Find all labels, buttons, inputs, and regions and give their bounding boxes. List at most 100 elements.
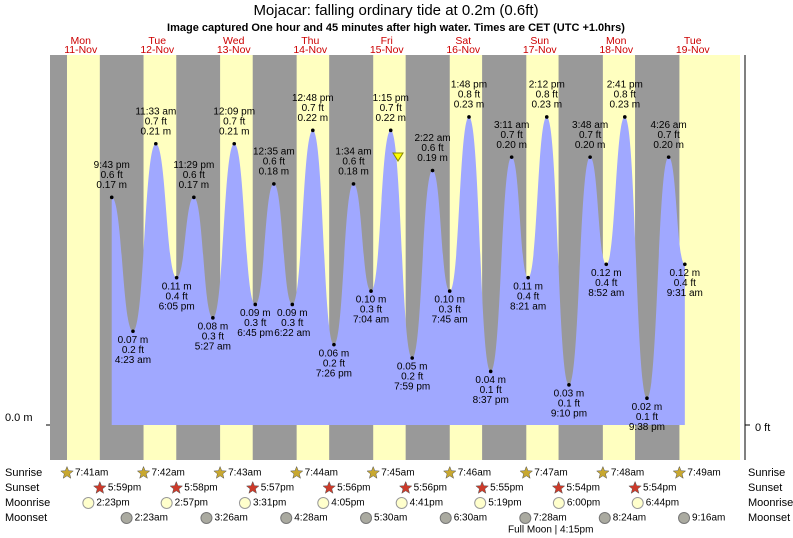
tide-point bbox=[604, 262, 609, 267]
tide-feet: 0.2 ft bbox=[323, 358, 345, 369]
tide-metres: 0.20 m bbox=[653, 140, 684, 151]
moon-icon bbox=[631, 497, 644, 509]
moonrise-time: 5:19pm bbox=[488, 498, 521, 509]
tide-time: 4:26 am bbox=[651, 120, 687, 131]
moon-icon bbox=[395, 497, 408, 509]
star-icon bbox=[366, 465, 381, 479]
tide-metres: 0.03 m bbox=[554, 388, 585, 399]
tide-metres: 0.22 m bbox=[375, 113, 406, 124]
tide-point bbox=[488, 369, 493, 374]
star-icon bbox=[596, 465, 610, 479]
tide-point bbox=[666, 155, 671, 159]
tide-point bbox=[211, 316, 215, 320]
tide-time: 3:11 am bbox=[494, 120, 529, 131]
tide-feet: 0.3 ft bbox=[360, 305, 382, 316]
day-weekday: Mon bbox=[71, 35, 92, 47]
sunset-time: 5:57pm bbox=[261, 483, 294, 494]
tide-point bbox=[588, 155, 592, 159]
tide-feet: 0.2 ft bbox=[401, 372, 423, 383]
moonset-time: 9:16am bbox=[692, 513, 725, 524]
tide-time: 3:48 am bbox=[572, 120, 608, 131]
row-label: Sunrise bbox=[748, 467, 785, 479]
tide-point bbox=[351, 182, 356, 186]
tide-point bbox=[154, 141, 158, 146]
star-icon bbox=[442, 465, 457, 479]
tide-feet: 0.4 ft bbox=[674, 278, 696, 289]
tide-point bbox=[623, 115, 627, 119]
row-label: Moonrise bbox=[748, 497, 793, 509]
tide-time: 6:05 pm bbox=[159, 301, 195, 312]
sunrise-time: 7:48am bbox=[611, 468, 644, 479]
daylight-band bbox=[66, 55, 100, 460]
tide-point bbox=[174, 275, 179, 280]
tide-feet: 0.6 ft bbox=[183, 170, 205, 181]
tide-metres: 0.21 m bbox=[141, 126, 172, 137]
moonrise-time: 2:23pm bbox=[96, 498, 129, 509]
sunrise-time: 7:41am bbox=[75, 468, 108, 479]
tide-metres: 0.11 m bbox=[513, 281, 543, 292]
tide-time: 1:34 am bbox=[335, 147, 371, 158]
daylight-band bbox=[679, 55, 740, 460]
tide-time: 5:27 am bbox=[195, 341, 231, 352]
moonset-time: 3:26am bbox=[214, 513, 247, 524]
tide-point bbox=[311, 128, 315, 133]
star-icon bbox=[245, 480, 260, 494]
tide-area bbox=[111, 116, 685, 425]
tide-feet: 0.4 ft bbox=[517, 291, 539, 302]
moonrise-time: 4:41pm bbox=[410, 498, 443, 509]
moonset-time: 8:24am bbox=[613, 513, 646, 524]
y-tick-label: 0.0 m bbox=[5, 412, 33, 424]
tide-feet: 0.7 ft bbox=[380, 103, 402, 114]
moon-icon bbox=[519, 512, 532, 524]
sunrise-time: 7:46am bbox=[458, 468, 491, 479]
tide-metres: 0.20 m bbox=[496, 140, 527, 151]
moon-icon bbox=[678, 512, 691, 524]
tide-time: 12:35 am bbox=[253, 147, 295, 158]
y2-tick-label: 0 ft bbox=[755, 422, 770, 434]
day-weekday: Tue bbox=[148, 35, 166, 47]
day-date: 12-Nov bbox=[140, 44, 175, 56]
day-date: 17-Nov bbox=[523, 44, 558, 56]
moon-icon bbox=[360, 512, 373, 524]
moonrise-time: 4:05pm bbox=[331, 498, 364, 509]
day-date: 15-Nov bbox=[370, 44, 405, 56]
tide-feet: 0.6 ft bbox=[263, 157, 285, 168]
tide-metres: 0.02 m bbox=[632, 402, 663, 413]
tide-time: 8:21 am bbox=[510, 301, 546, 312]
tide-time: 7:26 pm bbox=[316, 368, 352, 379]
day-date: 14-Nov bbox=[293, 44, 328, 56]
star-icon bbox=[475, 480, 489, 494]
tide-feet: 0.7 ft bbox=[501, 130, 523, 141]
tide-metres: 0.09 m bbox=[277, 308, 308, 319]
tide-point bbox=[369, 289, 373, 293]
day-date: 16-Nov bbox=[446, 44, 481, 56]
day-date: 19-Nov bbox=[676, 44, 711, 56]
moon-icon bbox=[82, 497, 95, 509]
tide-point bbox=[192, 195, 196, 200]
sunset-time: 5:56pm bbox=[414, 483, 447, 494]
moon-icon bbox=[552, 497, 565, 509]
row-label: Sunset bbox=[5, 482, 39, 494]
tide-point bbox=[388, 128, 393, 133]
moon-icon bbox=[598, 512, 611, 524]
tide-feet: 0.3 ft bbox=[439, 305, 461, 316]
tide-time: 11:29 pm bbox=[173, 160, 214, 171]
tide-time: 7:04 am bbox=[353, 315, 389, 326]
moon-icon bbox=[280, 512, 293, 524]
tide-metres: 0.23 m bbox=[610, 100, 641, 111]
tide-feet: 0.7 ft bbox=[145, 116, 167, 127]
moonrise-time: 6:00pm bbox=[567, 498, 600, 509]
moonrise-time: 6:44pm bbox=[646, 498, 679, 509]
tide-time: 12:48 pm bbox=[292, 93, 334, 104]
tide-metres: 0.08 m bbox=[198, 321, 229, 332]
tide-feet: 0.8 ft bbox=[614, 90, 636, 101]
tide-metres: 0.18 m bbox=[338, 167, 369, 178]
sunrise-time: 7:42am bbox=[152, 468, 185, 479]
full-moon-note: Full Moon | 4:15pm bbox=[508, 525, 593, 536]
moon-icon bbox=[439, 512, 452, 524]
moon-icon bbox=[200, 512, 213, 524]
tide-time: 8:37 pm bbox=[473, 395, 509, 406]
tide-feet: 0.2 ft bbox=[122, 345, 144, 356]
sunset-time: 5:56pm bbox=[337, 483, 370, 494]
tide-time: 8:52 am bbox=[588, 288, 624, 299]
